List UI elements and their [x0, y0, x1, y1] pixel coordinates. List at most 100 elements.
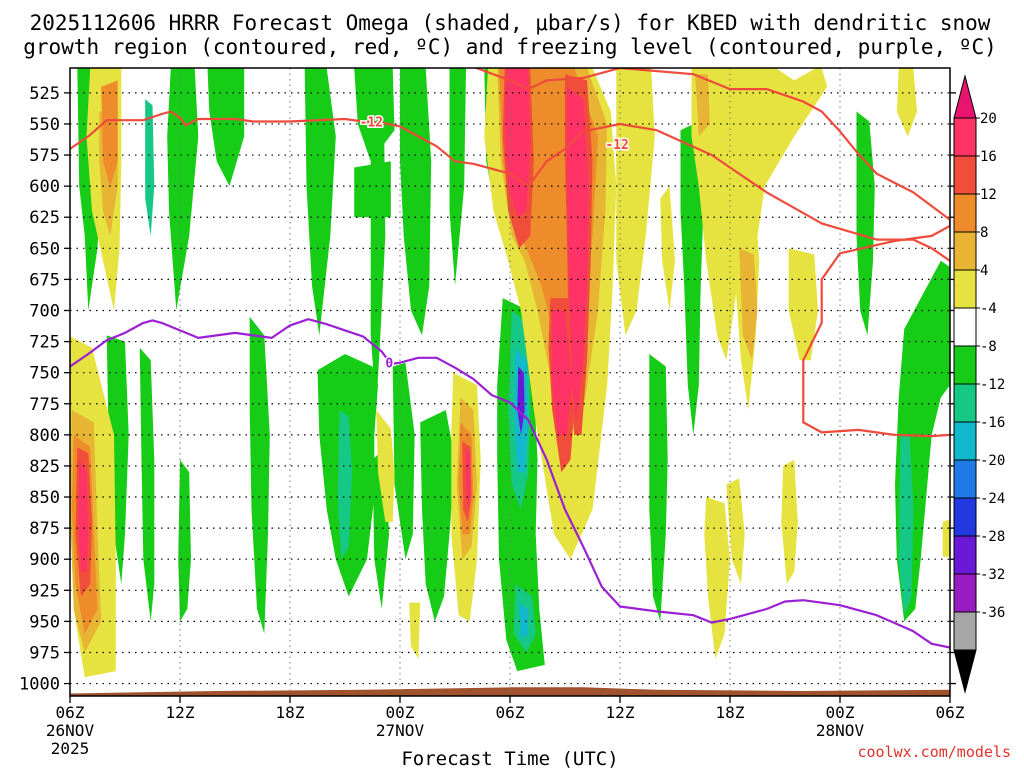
upward-motion-late-7	[680, 121, 705, 435]
downward-motion-gold-5	[695, 74, 710, 137]
downward-motion-yellow-14	[781, 459, 798, 585]
downward-motion-magenta-4	[566, 86, 589, 423]
upward-motion-mid-1	[139, 347, 155, 622]
colorbar-label-12: -32	[980, 567, 1005, 583]
colorbar-swatch-7	[953, 383, 977, 423]
upward-motion-mid-2	[178, 459, 191, 622]
upward-motion-early-1-2	[207, 68, 245, 187]
colorbar-swatch-4	[953, 269, 977, 309]
upward-motion-cyan-shades-0	[145, 99, 155, 236]
colorbar-swatch-5	[953, 307, 977, 347]
colorbar-swatch-11	[953, 535, 977, 575]
x-tick-label-30: 12Z	[606, 703, 635, 722]
colorbar-swatch-1	[953, 155, 977, 195]
downward-motion-yellow-6	[660, 186, 675, 311]
chart-title-line-1: 2025112606 HRRR Forecast Omega (shaded, …	[30, 11, 991, 35]
upward-motion-blue-core-1	[519, 602, 529, 640]
contour-0	[70, 110, 950, 262]
upward-motion-violet-core-0	[517, 366, 525, 435]
colorbar-swatch-9	[953, 459, 977, 499]
colorbar-swatch-3	[953, 231, 977, 271]
y-tick-label-600: 600	[29, 177, 60, 197]
upward-motion-mid-3	[249, 316, 270, 634]
downward-motion-yellow-11	[726, 478, 745, 585]
y-tick-label-950: 950	[29, 612, 60, 632]
y-tick-label-825: 825	[29, 457, 60, 477]
x-tick-label-18: 00Z	[386, 703, 415, 722]
downward-motion-yellow-13	[942, 519, 950, 557]
y-tick-label-800: 800	[29, 426, 60, 446]
y-tick-label-675: 675	[29, 270, 60, 290]
y-tick-label-625: 625	[29, 208, 60, 228]
downward-motion-magenta-2	[504, 68, 531, 218]
x-date-label-18: 27NOV	[376, 721, 425, 740]
credit-text: coolwx.com/models	[857, 743, 1011, 761]
colorbar-top-cap	[953, 74, 977, 119]
colorbar-label-0: 20	[980, 111, 997, 127]
contour-label-2: 0	[385, 357, 393, 372]
y-tick-label-850: 850	[29, 488, 60, 508]
x-date-label-0: 26NOV	[46, 721, 95, 740]
x-tick-label-6: 12Z	[166, 703, 195, 722]
y-tick-label-975: 975	[29, 643, 60, 663]
colorbar-swatch-8	[953, 421, 977, 461]
downward-motion-yellow-9	[788, 248, 818, 361]
colorbar-label-9: -20	[980, 453, 1005, 469]
downward-motion-yellow-15	[376, 410, 395, 522]
y-tick-label-525: 525	[29, 84, 60, 104]
y-tick-label-875: 875	[29, 519, 60, 539]
colorbar-label-11: -28	[980, 529, 1005, 545]
terrain-layer	[70, 687, 950, 696]
upward-motion-late-1	[449, 68, 466, 286]
colorbar-swatch-13	[953, 611, 977, 651]
colorbar-bottom-cap	[953, 649, 977, 694]
contour-1	[473, 68, 950, 438]
x-tick-label-48: 06Z	[936, 703, 965, 722]
colorbar-label-3: 8	[980, 225, 988, 241]
y-tick-label-700: 700	[29, 301, 60, 321]
x-date-label-42: 28NOV	[816, 721, 865, 740]
upward-motion-late-0	[400, 68, 432, 336]
chart-title-line-2: growth region (contoured, red, ºC) and f…	[23, 35, 997, 59]
downward-motion-orange-0	[101, 80, 118, 187]
y-tick-label-925: 925	[29, 581, 60, 601]
downward-motion-yellow-10	[704, 497, 730, 659]
upward-motion-mid-0	[106, 335, 129, 585]
x-tick-label-36: 18Z	[716, 703, 745, 722]
colorbar-swatch-10	[953, 497, 977, 537]
colorbar-swatch-6	[953, 345, 977, 385]
y-tick-label-575: 575	[29, 146, 60, 166]
colorbar-label-5: -4	[980, 301, 997, 317]
downward-motion-yellow-3	[409, 602, 421, 659]
colorbar-swatch-2	[953, 193, 977, 233]
omega-shading	[70, 68, 950, 678]
y-tick-label-650: 650	[29, 239, 60, 259]
colorbar-label-13: -36	[980, 605, 1005, 621]
y-tick-label-550: 550	[29, 115, 60, 135]
terrain-fill	[70, 687, 950, 696]
x-axis-label: Forecast Time (UTC)	[401, 748, 618, 768]
x-tick-label-24: 06Z	[496, 703, 525, 722]
colorbar-label-1: 16	[980, 149, 997, 165]
y-tick-label-775: 775	[29, 395, 60, 415]
colorbar-label-2: 12	[980, 187, 997, 203]
colorbar-label-8: -16	[980, 415, 1005, 431]
y-tick-label-725: 725	[29, 333, 60, 353]
upward-motion-early-1-3	[304, 68, 336, 336]
contour-lines: -12 -12 0	[70, 68, 950, 649]
downward-motion-yellow-7	[691, 68, 828, 361]
downward-motion-magenta-1	[466, 447, 471, 510]
colorbar-label-4: 4	[980, 263, 988, 279]
upward-motion-mid-7	[420, 410, 455, 622]
upward-motion-cyan-shades-1	[337, 410, 353, 560]
downward-motion-yellow-12	[896, 68, 917, 137]
colorbar-label-6: -8	[980, 339, 997, 355]
downward-motion-gold-4	[739, 248, 758, 361]
colorbar-label-7: -12	[980, 377, 1005, 393]
upward-motion-late-6	[649, 354, 668, 622]
colorbar: 20 16 12 8 4 -4 -8 -12 -16 -20 -24 -28 -32 -36	[953, 74, 1005, 694]
contour-label-1: -12	[605, 138, 628, 153]
y-axis: 525 550 575 600 625 650 675 700 725 750 775 800 825 8…	[19, 84, 956, 695]
